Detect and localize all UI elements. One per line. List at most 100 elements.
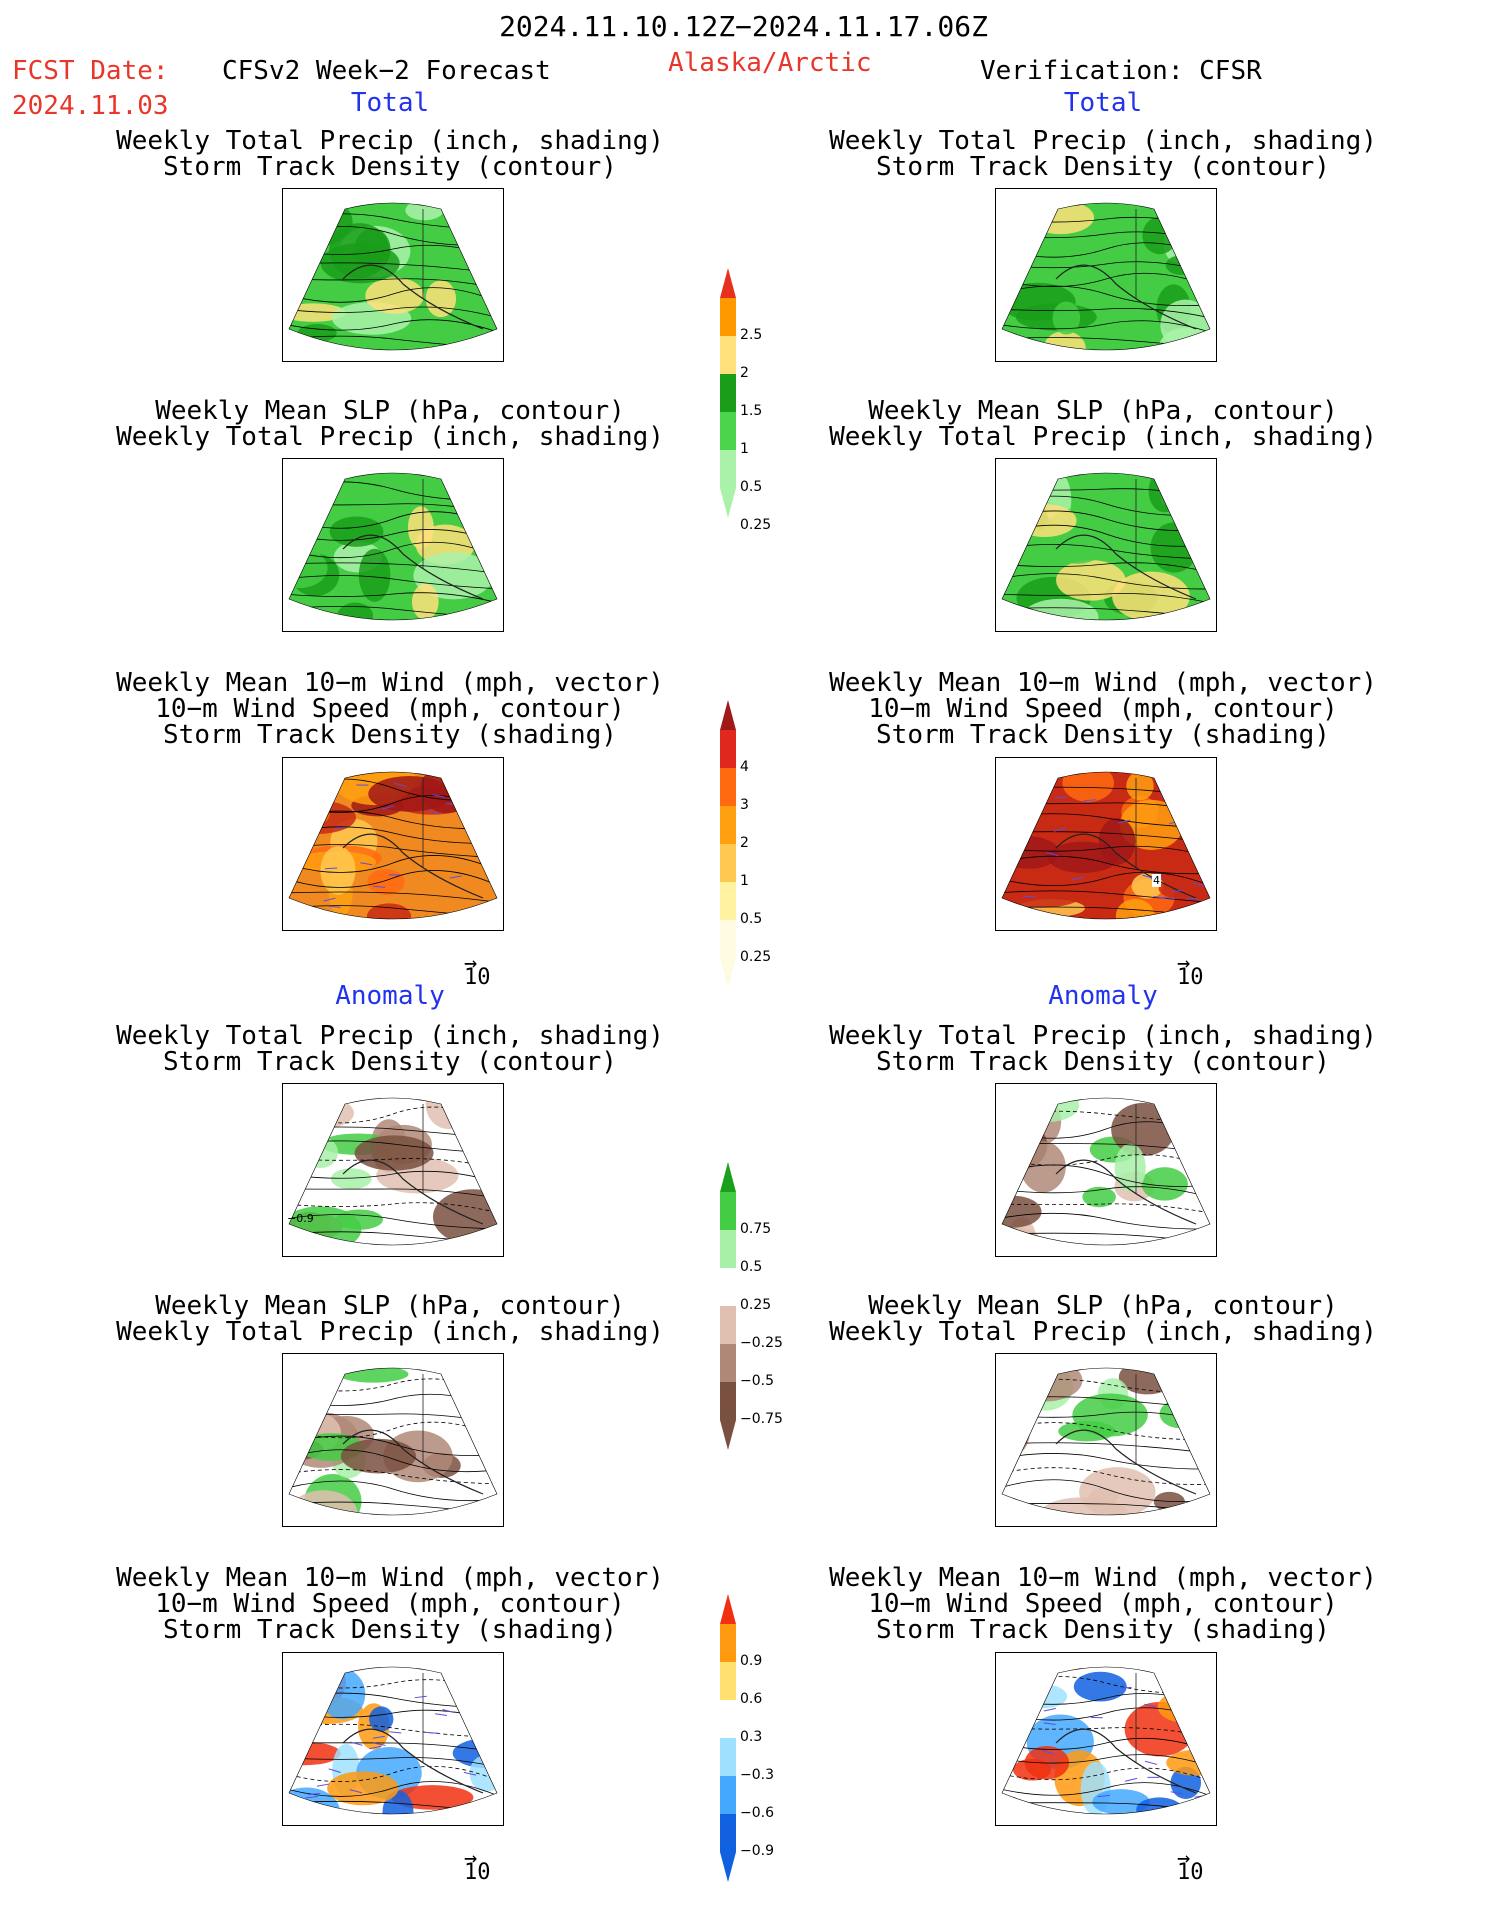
panel-title-line: Weekly Mean 10−m Wind (mph, vector) <box>829 1563 1377 1593</box>
vector-scale: → 10 <box>464 1846 491 1886</box>
panel-title-line: Weekly Mean 10−m Wind (mph, vector) <box>116 668 664 698</box>
panel-title-line: Storm Track Density (shading) <box>876 1615 1330 1645</box>
vector-scale-label: 10 <box>464 1860 491 1885</box>
fcst-date-label: FCST Date: <box>12 56 169 86</box>
colorbar-swatch <box>720 412 736 450</box>
panel-title-line: Storm Track Density (contour) <box>163 152 617 182</box>
map-fcst-anom-wind <box>282 1652 504 1826</box>
contour-label: 4 <box>1152 874 1161 887</box>
map-cfsr-anom-precip <box>995 1083 1217 1257</box>
colorbar-swatch <box>720 1230 736 1268</box>
colorbar-swatch <box>720 336 736 374</box>
map-fcst-total-precip <box>282 188 504 362</box>
colorbar-tick-label: 3 <box>740 797 749 813</box>
map-fcst-total-slp <box>282 458 504 632</box>
map-cfsr-total-slp <box>995 458 1217 632</box>
colorbar-tick-label: −0.3 <box>740 1767 774 1783</box>
panel-title-line: Storm Track Density (contour) <box>876 1047 1330 1077</box>
panel-title-line: Weekly Total Precip (inch, shading) <box>116 422 664 452</box>
colorbar-tick-label: 0.25 <box>740 949 772 965</box>
colorbar-swatches <box>720 1594 736 1882</box>
colorbar-tick-label: −0.25 <box>740 1335 783 1351</box>
colorbar-tick-label: 2.5 <box>740 327 763 343</box>
colorbar-swatch <box>720 768 736 806</box>
panel-title-line: Weekly Total Precip (inch, shading) <box>116 126 664 156</box>
colorbar-tick-label: −0.9 <box>740 1843 774 1859</box>
vector-scale-label: 10 <box>464 965 491 990</box>
colorbar-swatch <box>720 882 736 920</box>
region-title: Alaska/Arctic <box>668 48 872 78</box>
colorbar-swatch <box>720 1700 736 1738</box>
panel-title-line: Storm Track Density (shading) <box>876 720 1330 750</box>
map-cfsr-anom-wind <box>995 1652 1217 1826</box>
colorbar-tick-label: 0.5 <box>740 911 763 927</box>
map-fcst-anom-slp <box>282 1353 504 1527</box>
colorbar-swatch <box>720 298 736 336</box>
colorbar-tick-label: 2 <box>740 835 749 851</box>
map-fcst-total-wind <box>282 757 504 931</box>
vector-scale: → 10 <box>1177 953 1204 991</box>
panel-title-line: Weekly Total Precip (inch, shading) <box>116 1021 664 1051</box>
panel-title-line: Weekly Mean SLP (hPa, contour) <box>155 396 625 426</box>
contour-label: −0.9 <box>287 1212 314 1225</box>
colorbar-tick-label: 2 <box>740 365 749 381</box>
colorbar-swatch <box>720 1776 736 1814</box>
arrow-icon: → <box>1177 1846 1191 1871</box>
panel-title-line: Storm Track Density (shading) <box>163 1615 617 1645</box>
colorbar-swatch <box>720 374 736 412</box>
colorbar-tick-label: 0.5 <box>740 1259 763 1275</box>
colorbar-swatches <box>720 268 736 518</box>
colorbar-swatch <box>720 1814 736 1852</box>
colorbar-tick-label: 0.6 <box>740 1691 763 1707</box>
colorbar-swatch <box>720 1662 736 1700</box>
colorbar-swatch <box>720 806 736 844</box>
anomaly-label-right: Anomaly <box>1048 981 1158 1011</box>
forecast-title: CFSv2 Week−2 Forecast <box>222 56 551 86</box>
map-cfsr-total-wind: 4 <box>995 757 1217 931</box>
panel-title-line: Weekly Mean 10−m Wind (mph, vector) <box>116 1563 664 1593</box>
arrow-icon: → <box>464 1846 478 1871</box>
colorbar-swatch <box>720 1306 736 1344</box>
fcst-date-value: 2024.11.03 <box>12 91 169 121</box>
total-label-right: Total <box>1063 88 1143 118</box>
colorbar-swatches <box>720 700 736 988</box>
panel-title-line: 10−m Wind Speed (mph, contour) <box>155 694 625 724</box>
total-label-left: Total <box>350 88 430 118</box>
panel-title-line: Storm Track Density (contour) <box>876 152 1330 182</box>
colorbar-tick-label: −0.5 <box>740 1373 774 1389</box>
colorbar-tick-label: −0.75 <box>740 1411 783 1427</box>
colorbar-tick-label: 0.5 <box>740 479 763 495</box>
panel-title-line: 10−m Wind Speed (mph, contour) <box>868 694 1338 724</box>
vector-scale: → 10 <box>1177 1846 1204 1886</box>
colorbar-tick-label: −0.6 <box>740 1805 774 1821</box>
panel-title-line: 10−m Wind Speed (mph, contour) <box>155 1589 625 1619</box>
colorbar-swatch <box>720 1268 736 1306</box>
colorbar-swatch <box>720 1624 736 1662</box>
vector-scale-label: 10 <box>1177 1860 1204 1885</box>
map-cfsr-anom-slp <box>995 1353 1217 1527</box>
colorbar-tick-label: 1 <box>740 441 749 457</box>
panel-title-line: Storm Track Density (shading) <box>163 720 617 750</box>
panel-title-line: Storm Track Density (contour) <box>163 1047 617 1077</box>
panel-title-line: Weekly Total Precip (inch, shading) <box>116 1317 664 1347</box>
colorbar-tick-label: 0.25 <box>740 1297 772 1313</box>
colorbar-tick-label: 1 <box>740 873 749 889</box>
anomaly-label-left: Anomaly <box>335 981 445 1011</box>
colorbar-swatches <box>720 1162 736 1450</box>
date-range: 2024.11.10.12Z−2024.11.17.06Z <box>499 10 988 43</box>
vector-scale: → 10 <box>464 951 491 991</box>
colorbar-tick-label: 0.75 <box>740 1221 772 1237</box>
panel-title-line: Weekly Mean SLP (hPa, contour) <box>868 396 1338 426</box>
colorbar-swatch <box>720 450 736 488</box>
map-cfsr-total-precip <box>995 188 1217 362</box>
map-fcst-anom-precip: −0.9 <box>282 1083 504 1257</box>
colorbar-tick-label: 0.25 <box>740 517 772 533</box>
colorbar-swatch <box>720 920 736 958</box>
colorbar-swatch <box>720 1738 736 1776</box>
colorbar-tick-label: 0.3 <box>740 1729 763 1745</box>
panel-title-line: Weekly Total Precip (inch, shading) <box>829 126 1377 156</box>
panel-title-line: Weekly Mean SLP (hPa, contour) <box>868 1291 1338 1321</box>
panel-title-line: Weekly Total Precip (inch, shading) <box>829 1317 1377 1347</box>
arrow-icon: → <box>464 951 478 976</box>
panel-title-line: Weekly Total Precip (inch, shading) <box>829 422 1377 452</box>
